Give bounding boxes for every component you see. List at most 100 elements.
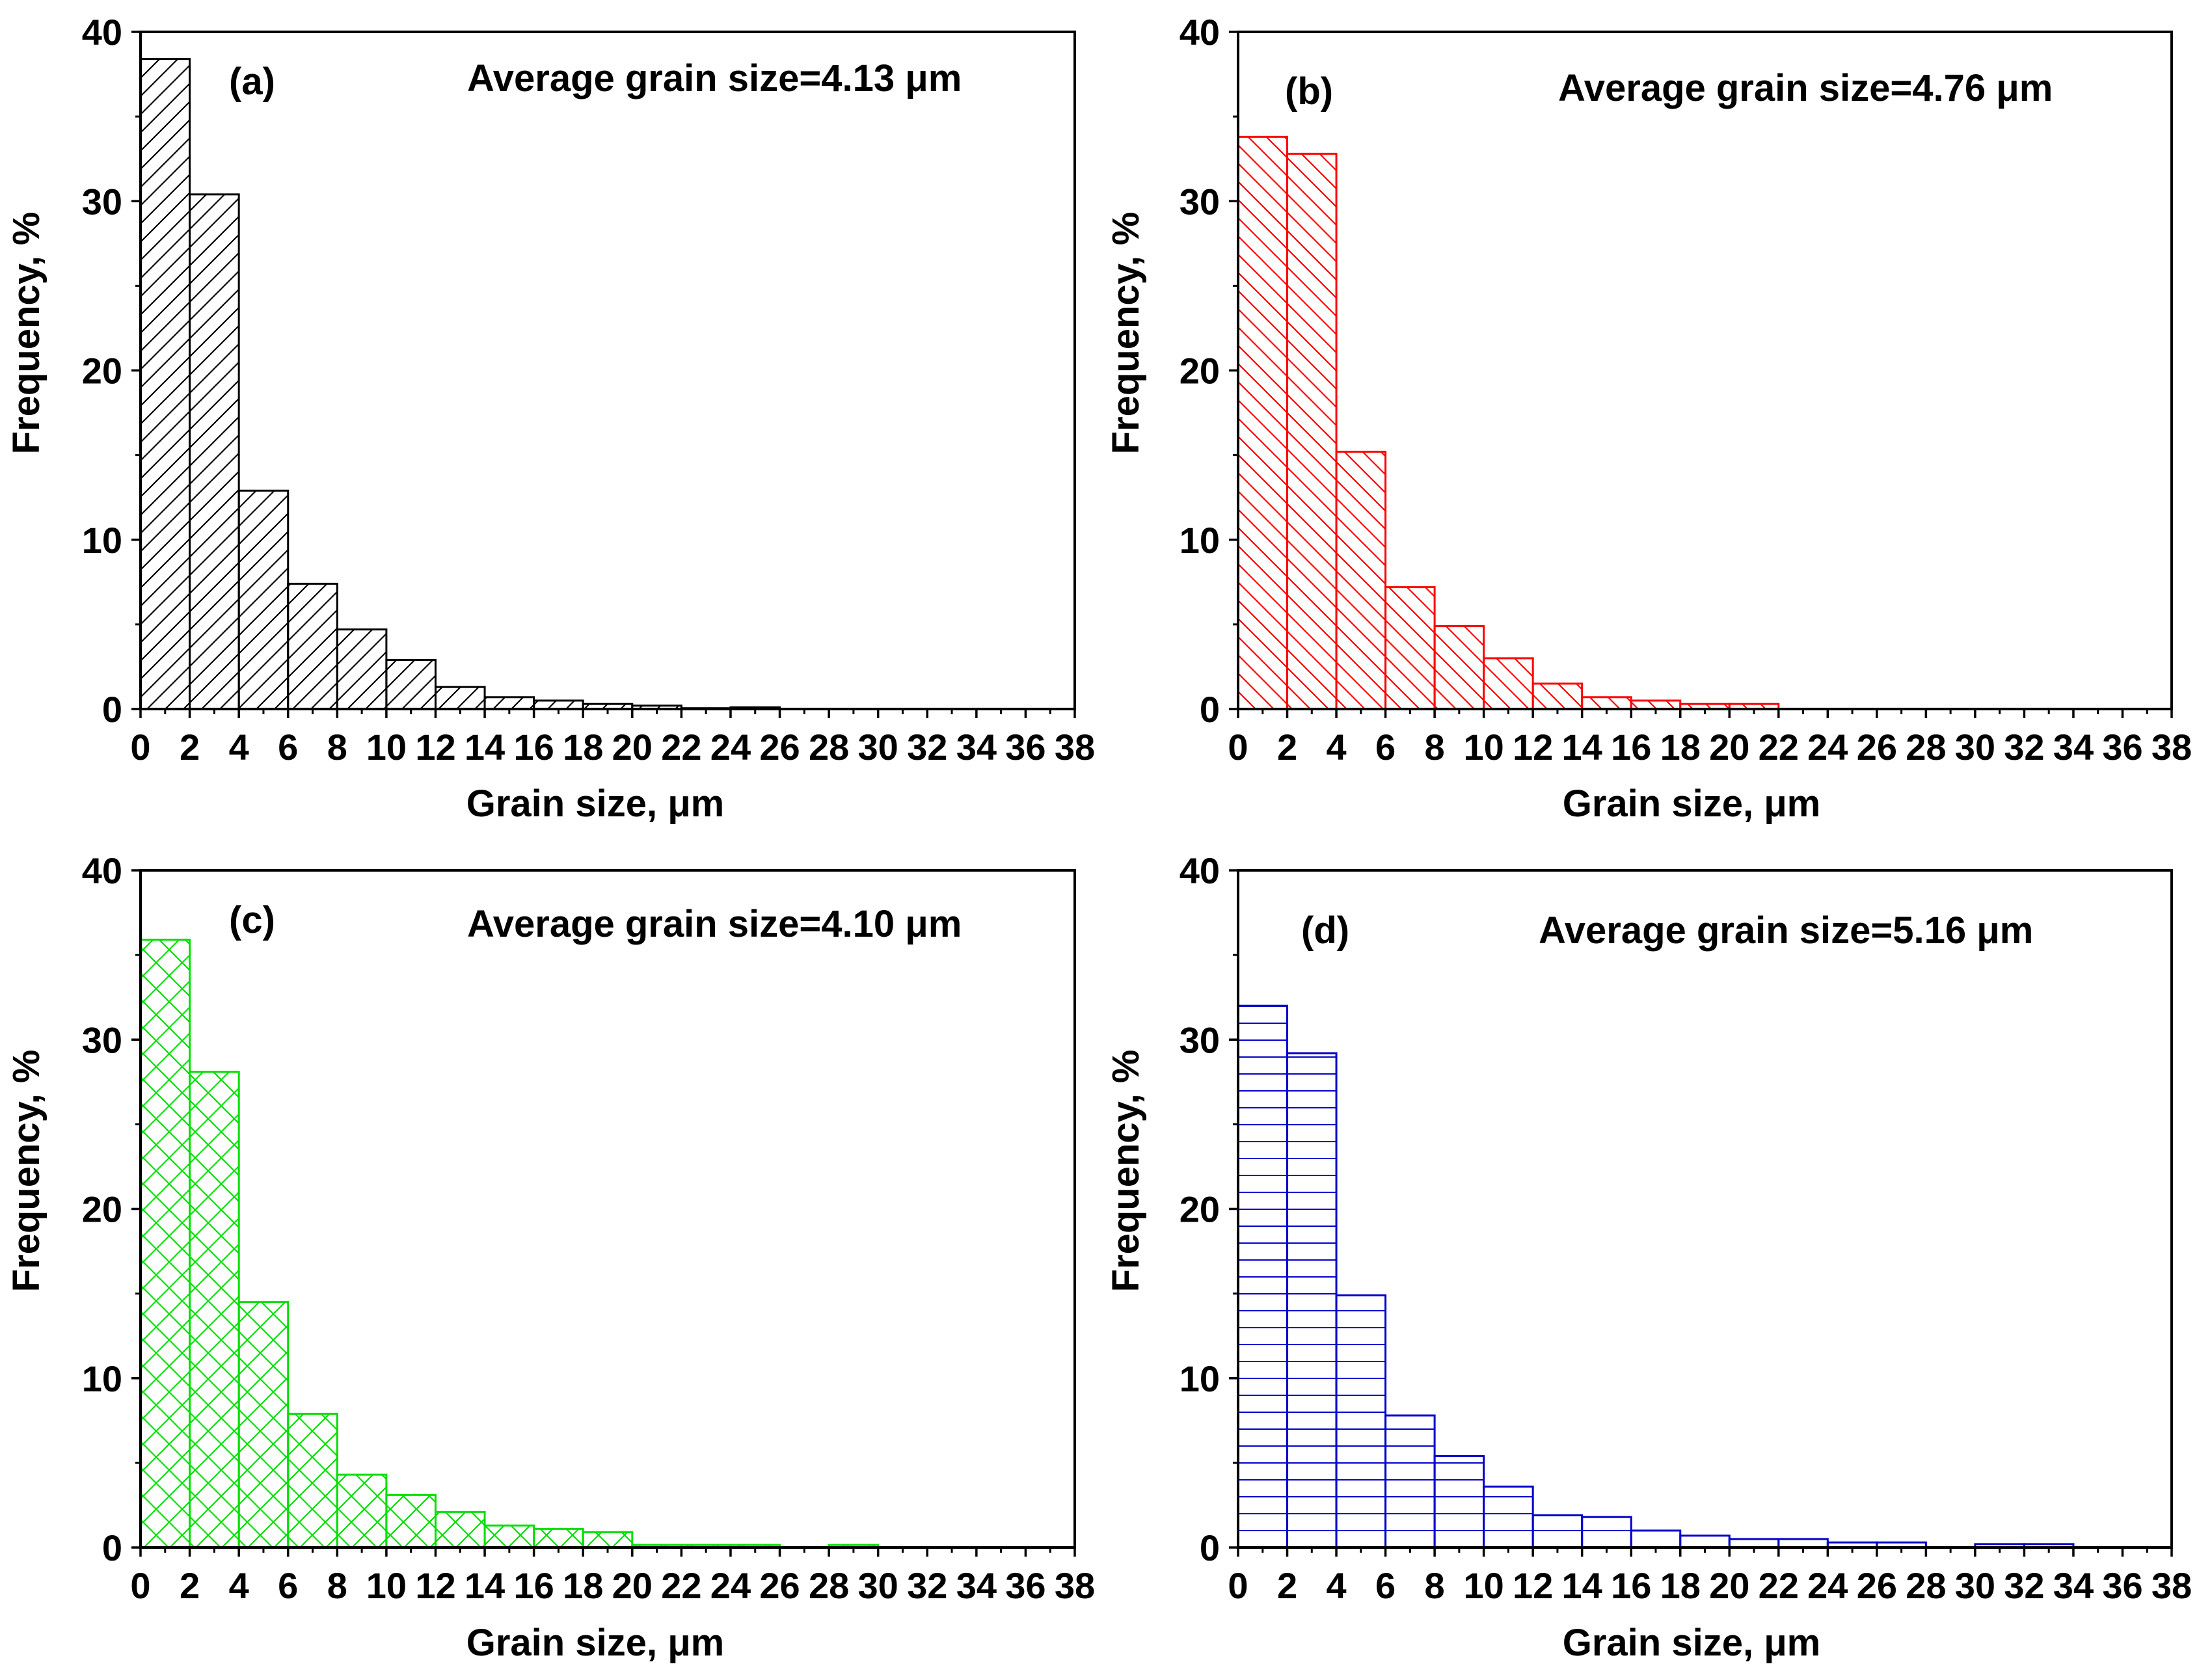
x-tick-label-b-4: 4 [1326,727,1346,768]
x-tick-label-c-30: 30 [858,1565,898,1606]
panel-label-b: (b) [1285,70,1333,113]
bar-b-12-14 [1531,682,1584,710]
x-tick-label-c-16: 16 [513,1565,554,1606]
bar-c-10-12 [385,1494,437,1549]
panel-d: 0 2 4 6 8 10 12 14 16 18 20 22 24 26 28 30 32 34 36 3801020… [1105,850,2192,1664]
x-tick-label-a-34: 34 [956,727,997,768]
bar-d-10-12 [1483,1485,1534,1549]
bar-a-12-14 [434,686,486,710]
x-tick-label-c-18: 18 [563,1565,603,1606]
bar-c-6-8 [287,1412,338,1549]
bar-d-14-16 [1581,1516,1632,1549]
y-tick-label-c-0: 0 [102,1527,122,1568]
bar-d-2-4 [1286,1052,1338,1549]
x-tick-label-a-32: 32 [907,727,947,768]
x-tick-label-d-24: 24 [1807,1565,1848,1606]
x-tick-label-c-26: 26 [759,1565,800,1606]
y-tick-label-a-10: 10 [82,520,122,561]
y-tick-label-b-20: 20 [1180,351,1220,392]
x-tick-label-b-32: 32 [2004,727,2044,768]
x-tick-label-c-14: 14 [465,1565,505,1606]
x-tick-label-c-0: 0 [130,1565,150,1606]
bar-b-14-16 [1581,696,1632,710]
x-tick-label-a-0: 0 [130,727,150,768]
x-tick-label-d-2: 2 [1277,1565,1297,1606]
x-tick-label-b-38: 38 [2151,727,2192,768]
x-tick-label-b-10: 10 [1463,727,1504,768]
bar-c-8-10 [336,1473,388,1549]
x-tick-label-a-30: 30 [858,727,898,768]
x-tick-label-b-16: 16 [1611,727,1651,768]
bar-b-6-8 [1384,586,1436,710]
x-tick-label-b-28: 28 [1906,727,1946,768]
y-axis-title-c: Frequency, % [5,1050,47,1293]
bar-c-14-16 [483,1524,535,1549]
bar-b-2-4 [1286,152,1338,710]
x-tick-label-c-20: 20 [612,1565,653,1606]
x-tick-label-a-24: 24 [710,727,751,768]
y-axis-title-b: Frequency, % [1105,212,1147,455]
x-tick-label-c-24: 24 [710,1565,751,1606]
average-grain-size-annotation-b: Average grain size=4.76 μm [1558,67,2053,109]
x-axis-title-d: Grain size, μm [1563,1622,1821,1664]
x-tick-label-a-18: 18 [563,727,603,768]
x-tick-label-c-4: 4 [229,1565,249,1606]
x-tick-label-c-28: 28 [809,1565,849,1606]
x-tick-label-c-10: 10 [366,1565,407,1606]
x-tick-label-b-22: 22 [1759,727,1799,768]
y-axis-title-d: Frequency, % [1105,1050,1147,1293]
x-tick-label-b-12: 12 [1513,727,1553,768]
x-tick-label-a-8: 8 [327,727,347,768]
panel-label-c: (c) [229,899,275,941]
x-tick-label-b-24: 24 [1807,727,1848,768]
bar-a-4-6 [237,489,290,710]
y-axis-title-a: Frequency, % [5,212,47,455]
y-tick-label-a-20: 20 [82,351,122,392]
bar-c-16-18 [533,1527,584,1549]
bar-b-0-2 [1237,135,1289,710]
x-tick-label-c-12: 12 [415,1565,455,1606]
y-tick-label-b-40: 40 [1180,12,1220,53]
panel-label-d: (d) [1301,909,1349,952]
y-tick-label-d-30: 30 [1180,1019,1220,1060]
x-tick-label-d-30: 30 [1955,1565,1995,1606]
average-grain-size-annotation-c: Average grain size=4.10 μm [467,903,962,945]
x-tick-label-d-10: 10 [1463,1565,1504,1606]
bar-a-6-8 [287,582,338,710]
x-tick-label-c-36: 36 [1005,1565,1045,1606]
panel-label-a: (a) [229,60,275,103]
x-tick-label-d-28: 28 [1906,1565,1946,1606]
bar-d-8-10 [1433,1454,1485,1549]
y-tick-label-c-10: 10 [82,1358,122,1399]
x-tick-label-b-30: 30 [1955,727,1995,768]
bar-a-2-4 [189,193,240,710]
x-tick-label-b-36: 36 [2102,727,2142,768]
bar-d-12-14 [1531,1514,1584,1549]
x-axis-title-b: Grain size, μm [1563,783,1821,825]
x-tick-label-b-8: 8 [1425,727,1445,768]
y-tick-label-d-0: 0 [1200,1527,1220,1568]
y-tick-label-d-20: 20 [1180,1189,1220,1230]
x-tick-label-b-0: 0 [1228,727,1248,768]
x-tick-label-d-0: 0 [1228,1565,1248,1606]
panel-b: 0 2 4 6 8 10 12 14 16 18 20 22 24 26 28 30 32 34 36 3801020… [1105,12,2192,825]
x-tick-label-a-16: 16 [513,727,554,768]
x-tick-label-d-36: 36 [2102,1565,2142,1606]
x-tick-label-c-38: 38 [1055,1565,1095,1606]
bar-c-18-20 [582,1531,634,1549]
x-tick-label-d-6: 6 [1375,1565,1396,1606]
x-tick-label-d-12: 12 [1513,1565,1553,1606]
x-tick-label-d-22: 22 [1759,1565,1799,1606]
x-tick-label-b-34: 34 [2053,727,2094,768]
x-tick-label-d-8: 8 [1425,1565,1445,1606]
x-axis-title-c: Grain size, μm [466,1622,725,1664]
y-tick-label-a-30: 30 [82,181,122,222]
y-tick-label-b-10: 10 [1180,520,1220,561]
x-tick-label-d-14: 14 [1562,1565,1602,1606]
bar-d-16-18 [1630,1529,1682,1549]
x-tick-label-b-6: 6 [1375,727,1396,768]
bar-a-8-10 [336,628,388,710]
panel-a: 0 2 4 6 8 10 12 14 16 18 20 22 24 26 28 30 32 34 36 3801020… [5,12,1095,825]
y-tick-label-b-0: 0 [1200,689,1220,730]
bar-c-0-2 [139,939,191,1549]
